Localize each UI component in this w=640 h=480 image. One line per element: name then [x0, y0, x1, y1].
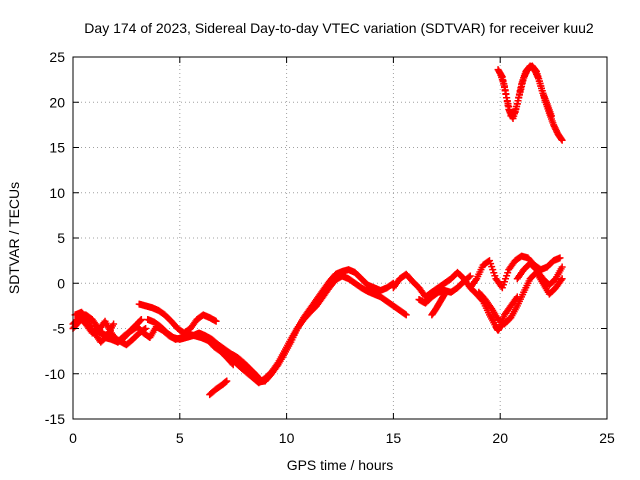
data-marker	[538, 87, 546, 95]
data-marker	[355, 273, 363, 281]
data-marker	[286, 337, 294, 345]
series-arc-5	[135, 300, 220, 337]
data-marker	[323, 287, 331, 295]
y-tick-labels: -15 -10 -5 0 5 10 15 20 25	[45, 49, 65, 427]
data-marker	[486, 302, 494, 310]
data-marker	[413, 282, 421, 290]
series-arc-15	[513, 259, 566, 289]
y-tick-label: -10	[45, 366, 65, 382]
data-marker	[211, 317, 219, 325]
data-marker	[394, 278, 402, 286]
y-tick-label: -5	[53, 321, 66, 337]
data-marker	[272, 362, 280, 370]
data-marker	[500, 80, 508, 88]
data-marker	[537, 272, 545, 280]
data-marker	[479, 293, 487, 301]
data-marker	[401, 310, 409, 318]
series-arc-9	[206, 377, 231, 399]
chart-title: Day 174 of 2023, Sidereal Day-to-day VTE…	[84, 20, 594, 36]
data-marker	[266, 370, 274, 378]
y-tick-label: 15	[49, 140, 65, 156]
y-tick-label: 5	[57, 230, 65, 246]
data-marker	[517, 83, 525, 91]
data-marker	[518, 269, 526, 277]
series-arc-17	[496, 62, 555, 123]
data-marker	[505, 316, 513, 324]
data-marker	[317, 296, 325, 304]
data-marker	[483, 258, 491, 266]
data-marker	[279, 349, 287, 357]
x-tick-label: 15	[386, 430, 402, 446]
series-arc-8	[229, 272, 410, 387]
x-tick-label: 10	[279, 430, 295, 446]
data-marker	[555, 254, 563, 262]
data-marker	[557, 265, 565, 273]
data-marker	[82, 313, 90, 321]
data-marker	[458, 273, 466, 281]
data-marker	[513, 102, 521, 110]
y-axis-label: SDTVAR / TECUs	[6, 182, 22, 294]
data-marker	[139, 326, 147, 334]
data-marker	[172, 322, 180, 330]
series-arc-4	[90, 325, 150, 349]
data-marker	[109, 322, 117, 330]
data-marker	[512, 304, 520, 312]
data-marker	[310, 304, 318, 312]
data-marker	[222, 378, 230, 386]
x-axis-label: GPS time / hours	[287, 457, 394, 473]
data-marker	[125, 329, 133, 337]
data-marker	[557, 276, 565, 284]
data-marker	[99, 320, 107, 328]
y-tick-label: 10	[49, 185, 65, 201]
data-marker	[471, 278, 479, 286]
data-series	[69, 62, 566, 399]
data-marker	[165, 315, 173, 323]
data-marker	[542, 98, 550, 106]
data-marker	[530, 264, 538, 272]
data-marker	[191, 318, 199, 326]
data-marker	[534, 73, 542, 81]
series-arc-14	[475, 268, 566, 328]
series-arc-11	[415, 272, 474, 307]
data-marker	[556, 278, 564, 286]
data-marker	[509, 260, 517, 268]
data-marker	[504, 102, 512, 110]
data-marker	[298, 318, 306, 326]
x-tick-label: 20	[492, 430, 508, 446]
data-marker	[550, 286, 558, 294]
series-arc-12	[428, 290, 449, 319]
x-tick-label: 0	[69, 430, 77, 446]
y-tick-label: 25	[49, 49, 65, 65]
data-marker	[73, 320, 81, 328]
y-tick-label: 0	[57, 275, 65, 291]
x-tick-label: 5	[176, 430, 184, 446]
grid-lines	[73, 57, 607, 419]
y-tick-label: 20	[49, 94, 65, 110]
data-marker	[304, 311, 312, 319]
data-marker	[504, 269, 512, 277]
data-marker	[137, 316, 145, 324]
data-marker	[141, 325, 149, 333]
x-tick-label: 25	[599, 430, 615, 446]
data-marker	[472, 276, 480, 284]
data-marker	[547, 110, 555, 118]
data-marker	[549, 119, 557, 127]
data-marker	[440, 291, 448, 299]
data-marker	[505, 305, 513, 313]
data-marker	[491, 272, 499, 280]
data-marker	[330, 278, 338, 286]
y-tick-label: -15	[45, 411, 65, 427]
data-marker	[465, 273, 473, 281]
data-marker	[550, 277, 558, 285]
data-marker	[406, 275, 414, 283]
data-marker	[557, 135, 565, 143]
data-marker	[400, 309, 408, 317]
data-marker	[511, 296, 519, 304]
data-marker	[464, 274, 472, 282]
plot-frame	[72, 56, 608, 420]
x-tick-labels: 0 5 10 15 20 25	[69, 430, 615, 446]
data-marker	[519, 291, 527, 299]
